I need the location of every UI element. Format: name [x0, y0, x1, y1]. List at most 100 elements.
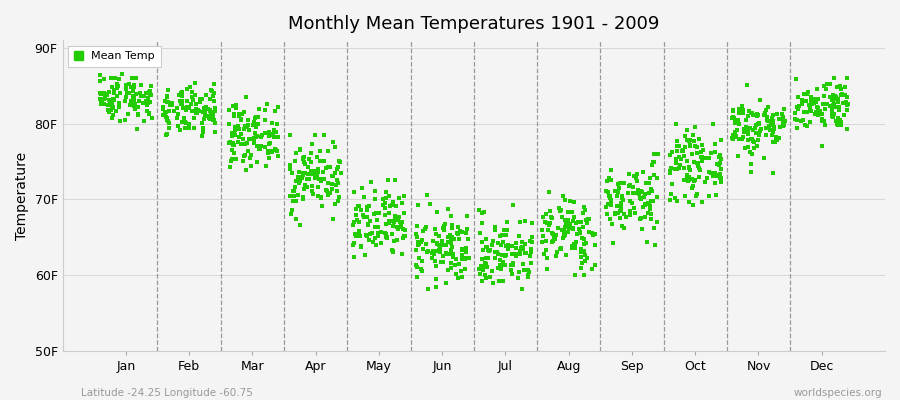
Point	[623, 212, 637, 218]
Point	[741, 130, 755, 137]
Point	[827, 104, 842, 110]
Point	[319, 187, 333, 193]
Point	[262, 132, 276, 139]
Point	[790, 125, 805, 132]
Point	[690, 144, 705, 150]
Point	[682, 199, 697, 205]
Point	[663, 165, 678, 172]
Point	[788, 115, 803, 122]
Point	[680, 158, 694, 164]
Point	[452, 236, 466, 242]
Point	[759, 124, 773, 131]
Point	[265, 149, 279, 155]
Point	[313, 195, 328, 201]
Point	[829, 93, 843, 100]
Point	[263, 140, 277, 146]
Point	[454, 247, 469, 253]
Point	[483, 247, 498, 253]
Point	[573, 248, 588, 255]
Point	[436, 253, 450, 259]
Point	[732, 136, 746, 142]
Point	[236, 158, 250, 164]
Point	[374, 240, 388, 246]
Point	[354, 243, 368, 250]
Point	[179, 107, 194, 113]
Point	[368, 224, 382, 230]
Point	[677, 177, 691, 183]
Point	[615, 222, 629, 229]
Point	[305, 190, 320, 197]
Point	[142, 110, 157, 116]
Point	[115, 71, 130, 77]
Point	[159, 116, 174, 123]
Point	[683, 137, 698, 144]
Point	[222, 140, 237, 146]
Point	[664, 149, 679, 156]
Point	[492, 278, 507, 284]
Point	[439, 250, 454, 257]
Point	[676, 147, 690, 153]
Point	[105, 96, 120, 102]
Point	[268, 129, 283, 135]
Point	[262, 128, 276, 135]
Point	[678, 193, 692, 200]
Point	[736, 107, 751, 114]
Point	[566, 226, 580, 232]
Point	[751, 112, 765, 118]
Point	[301, 164, 315, 171]
Point	[663, 152, 678, 158]
Point	[304, 159, 319, 165]
Point	[176, 93, 190, 99]
Point	[195, 128, 210, 135]
Point	[766, 127, 780, 134]
Point	[766, 118, 780, 124]
Point	[122, 102, 137, 109]
Point	[495, 278, 509, 284]
Point	[644, 211, 659, 217]
Point	[704, 170, 718, 176]
Point	[385, 199, 400, 205]
Point	[838, 92, 852, 98]
Point	[286, 198, 301, 204]
Point	[683, 142, 698, 148]
Point	[191, 107, 205, 113]
Point	[643, 206, 657, 212]
Point	[499, 226, 513, 233]
Point	[460, 213, 474, 219]
Point	[488, 248, 502, 255]
Point	[454, 252, 469, 258]
Point	[498, 262, 512, 268]
Point	[429, 276, 444, 282]
Point	[488, 227, 502, 233]
Point	[728, 134, 742, 140]
Point	[630, 177, 644, 184]
Point	[574, 246, 589, 252]
Point	[160, 98, 175, 105]
Point	[255, 132, 269, 138]
Point	[193, 99, 207, 105]
Point	[558, 197, 572, 204]
Point	[646, 172, 661, 178]
Point	[691, 162, 706, 169]
Point	[246, 136, 260, 142]
Point	[815, 101, 830, 107]
Point	[386, 218, 400, 225]
Point	[585, 230, 599, 236]
Point	[206, 90, 220, 97]
Point	[130, 112, 145, 118]
Point	[93, 96, 107, 102]
Point	[386, 218, 400, 225]
Point	[603, 195, 617, 201]
Point	[446, 254, 460, 260]
Point	[205, 88, 220, 94]
Point	[253, 145, 267, 152]
Point	[329, 177, 344, 184]
Point	[236, 136, 250, 142]
Point	[483, 274, 498, 280]
Point	[262, 140, 276, 147]
Point	[368, 235, 382, 241]
Point	[477, 209, 491, 215]
Point	[203, 86, 218, 93]
Point	[102, 97, 116, 103]
Point	[630, 190, 644, 196]
